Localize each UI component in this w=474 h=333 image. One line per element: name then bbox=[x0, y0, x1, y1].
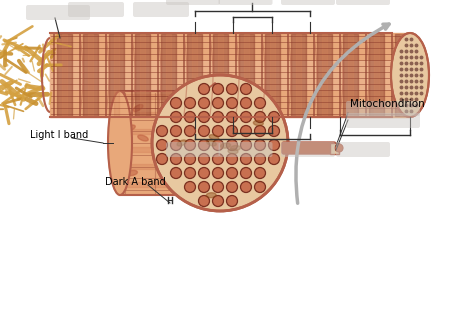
Circle shape bbox=[227, 167, 237, 178]
Circle shape bbox=[240, 84, 252, 95]
Circle shape bbox=[255, 112, 265, 123]
Circle shape bbox=[171, 140, 182, 151]
Circle shape bbox=[268, 112, 280, 123]
Circle shape bbox=[156, 154, 167, 165]
Ellipse shape bbox=[177, 140, 186, 146]
Ellipse shape bbox=[207, 140, 216, 146]
Circle shape bbox=[212, 167, 224, 178]
Ellipse shape bbox=[228, 149, 238, 154]
FancyBboxPatch shape bbox=[68, 2, 124, 17]
Circle shape bbox=[199, 126, 210, 137]
FancyBboxPatch shape bbox=[166, 142, 220, 157]
Circle shape bbox=[227, 98, 237, 109]
Circle shape bbox=[255, 140, 265, 151]
FancyBboxPatch shape bbox=[219, 0, 273, 5]
Circle shape bbox=[171, 154, 182, 165]
Circle shape bbox=[184, 140, 195, 151]
Circle shape bbox=[171, 126, 182, 137]
Circle shape bbox=[255, 126, 265, 137]
Circle shape bbox=[199, 154, 210, 165]
Circle shape bbox=[199, 167, 210, 178]
Circle shape bbox=[199, 98, 210, 109]
Circle shape bbox=[240, 98, 252, 109]
FancyBboxPatch shape bbox=[336, 0, 390, 5]
Ellipse shape bbox=[133, 105, 143, 112]
Circle shape bbox=[240, 167, 252, 178]
Circle shape bbox=[240, 140, 252, 151]
Circle shape bbox=[184, 154, 195, 165]
Circle shape bbox=[268, 154, 280, 165]
FancyBboxPatch shape bbox=[281, 0, 335, 5]
Circle shape bbox=[199, 84, 210, 95]
Circle shape bbox=[212, 112, 224, 123]
Text: Mitochondrion: Mitochondrion bbox=[350, 99, 425, 109]
Circle shape bbox=[268, 126, 280, 137]
FancyBboxPatch shape bbox=[346, 113, 420, 128]
Circle shape bbox=[212, 154, 224, 165]
Circle shape bbox=[171, 98, 182, 109]
FancyBboxPatch shape bbox=[133, 2, 189, 17]
Ellipse shape bbox=[127, 170, 137, 175]
Circle shape bbox=[184, 98, 195, 109]
Circle shape bbox=[212, 126, 224, 137]
Ellipse shape bbox=[221, 143, 231, 148]
FancyBboxPatch shape bbox=[166, 0, 220, 5]
Circle shape bbox=[212, 98, 224, 109]
Circle shape bbox=[199, 195, 210, 206]
Circle shape bbox=[199, 181, 210, 192]
Ellipse shape bbox=[119, 150, 130, 156]
Circle shape bbox=[240, 112, 252, 123]
Circle shape bbox=[171, 167, 182, 178]
Circle shape bbox=[240, 126, 252, 137]
Circle shape bbox=[255, 181, 265, 192]
Bar bbox=[330, 143, 339, 154]
FancyBboxPatch shape bbox=[219, 142, 273, 157]
Circle shape bbox=[212, 140, 224, 151]
Circle shape bbox=[199, 112, 210, 123]
Circle shape bbox=[171, 112, 182, 123]
Ellipse shape bbox=[209, 135, 219, 140]
Circle shape bbox=[268, 140, 280, 151]
Circle shape bbox=[156, 126, 167, 137]
FancyBboxPatch shape bbox=[336, 142, 390, 157]
Circle shape bbox=[227, 181, 237, 192]
Circle shape bbox=[212, 181, 224, 192]
Circle shape bbox=[184, 181, 195, 192]
Ellipse shape bbox=[254, 121, 264, 126]
Circle shape bbox=[227, 84, 237, 95]
Circle shape bbox=[240, 154, 252, 165]
Circle shape bbox=[184, 112, 195, 123]
Ellipse shape bbox=[108, 91, 132, 195]
Circle shape bbox=[227, 154, 237, 165]
Circle shape bbox=[227, 195, 237, 206]
Circle shape bbox=[212, 84, 224, 95]
Ellipse shape bbox=[230, 146, 240, 151]
FancyBboxPatch shape bbox=[282, 142, 336, 154]
Circle shape bbox=[227, 140, 237, 151]
FancyBboxPatch shape bbox=[346, 101, 420, 116]
Circle shape bbox=[255, 154, 265, 165]
Circle shape bbox=[184, 167, 195, 178]
Text: Light I band: Light I band bbox=[30, 130, 88, 140]
Ellipse shape bbox=[206, 193, 216, 198]
FancyBboxPatch shape bbox=[26, 5, 90, 20]
Circle shape bbox=[335, 144, 343, 152]
Polygon shape bbox=[205, 83, 225, 91]
Ellipse shape bbox=[391, 33, 429, 117]
Circle shape bbox=[152, 75, 288, 211]
Circle shape bbox=[184, 126, 195, 137]
Circle shape bbox=[255, 167, 265, 178]
FancyBboxPatch shape bbox=[281, 142, 335, 157]
Circle shape bbox=[212, 195, 224, 206]
Circle shape bbox=[199, 140, 210, 151]
Circle shape bbox=[240, 181, 252, 192]
Circle shape bbox=[227, 112, 237, 123]
Ellipse shape bbox=[125, 125, 135, 131]
Circle shape bbox=[156, 140, 167, 151]
Text: Dark A band: Dark A band bbox=[105, 177, 166, 187]
Ellipse shape bbox=[138, 135, 148, 141]
Circle shape bbox=[227, 126, 237, 137]
Circle shape bbox=[255, 98, 265, 109]
Polygon shape bbox=[108, 91, 220, 195]
